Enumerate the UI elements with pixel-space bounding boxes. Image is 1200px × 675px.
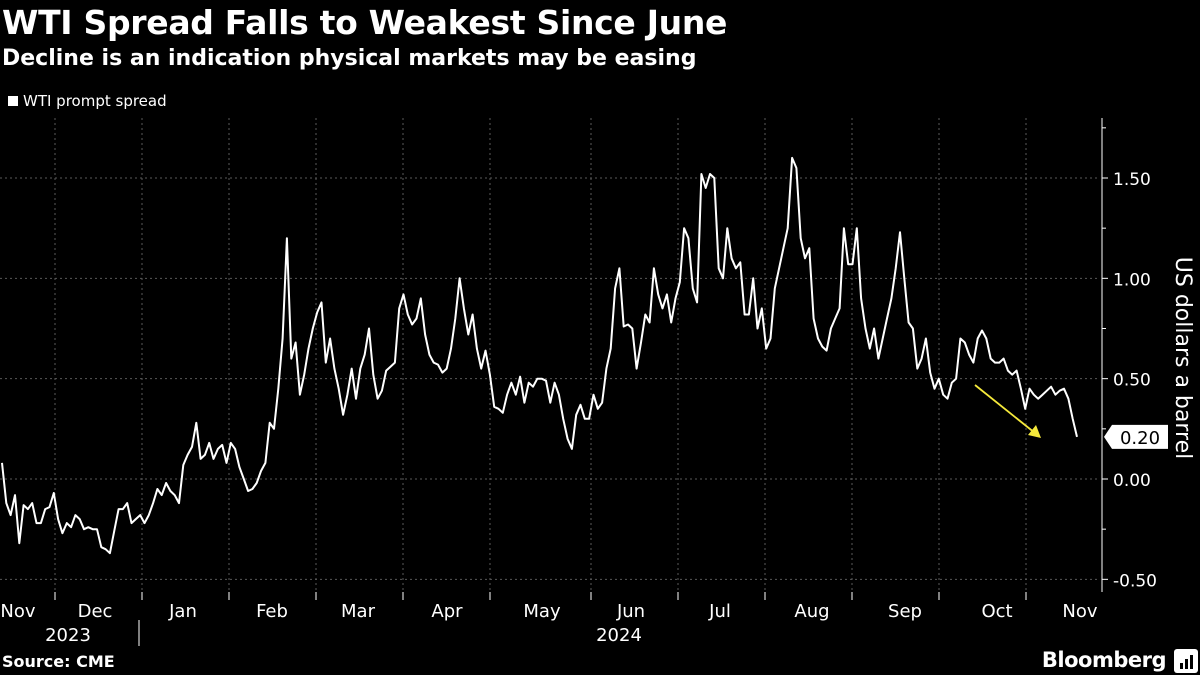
year-label: 2023 [45,625,91,646]
x-tick-label: Nov [0,601,35,622]
y-tick-label: 0.00 [1113,471,1151,491]
chart-subtitle: Decline is an indication physical market… [2,46,697,71]
legend: WTI prompt spread [8,92,167,110]
y-axis-title: US dollars a barrel [1170,257,1195,459]
annotation-arrow-line [974,384,1036,434]
x-tick-label: Jun [616,601,645,622]
x-tick-label: Jan [168,601,197,622]
annotation-arrow-head [1028,425,1041,438]
x-tick-label: Feb [256,601,288,622]
x-tick-label: May [523,601,561,622]
x-tick-label: Apr [431,601,463,622]
legend-label: WTI prompt spread [23,92,167,110]
year-label: 2024 [596,625,642,646]
series-line-wti-prompt-spread [1,156,1078,555]
y-tick-label: 1.00 [1113,270,1151,290]
brand-logo-text: Bloomberg [1041,648,1167,672]
y-tick-label: 1.50 [1113,170,1151,190]
y-tick-label: -0.50 [1113,571,1157,591]
x-tick-label: Mar [341,601,376,622]
x-tick-label: Sep [888,601,922,622]
x-tick-label: Jul [708,601,731,622]
legend-swatch [8,96,18,106]
latest-value-callout [1104,424,1168,449]
x-tick-label: Oct [981,601,1012,622]
y-tick-label: 0.50 [1113,371,1151,391]
source-note: Source: CME [2,652,115,671]
bloomberg-chart-icon [1174,649,1198,673]
chart-title: WTI Spread Falls to Weakest Since June [2,3,728,42]
latest-value-label: 0.20 [1120,428,1160,449]
x-tick-label: Aug [794,601,829,622]
x-tick-label: Dec [78,601,113,622]
x-tick-label: Nov [1062,601,1097,622]
